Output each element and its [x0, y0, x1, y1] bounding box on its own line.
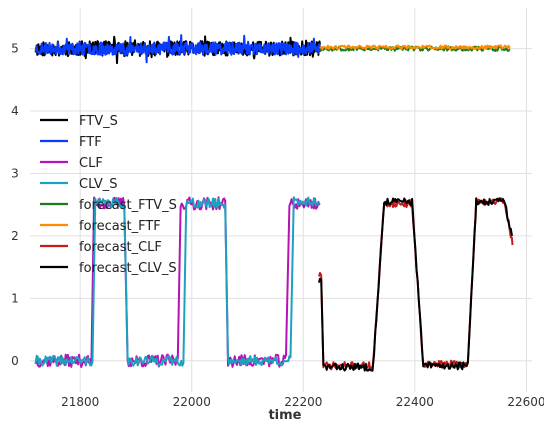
series-line-forecast-clv-s: [317, 197, 514, 372]
y-tick-label: 1: [11, 291, 19, 305]
x-tick-label: 21800: [61, 395, 99, 409]
legend-label: forecast_CLF: [79, 240, 162, 255]
series-line-forecast-clf: [317, 197, 514, 371]
x-tick-label: 22400: [396, 395, 434, 409]
legend-label: CLF: [79, 156, 103, 171]
x-tick-label: 22200: [284, 395, 322, 409]
x-tick-label: 22600: [507, 395, 544, 409]
legend-label: FTV_S: [79, 114, 118, 129]
y-tick-label: 0: [11, 354, 19, 368]
x-axis-title: time: [268, 408, 301, 423]
legend-label: forecast_FTF: [79, 219, 161, 234]
y-tick-label: 5: [11, 42, 19, 56]
legend-label: FTF: [79, 135, 102, 150]
y-tick-label: 4: [11, 104, 19, 118]
x-tick-label: 22000: [173, 395, 211, 409]
series-line-ftf: [34, 34, 321, 64]
series-line-clv-s: [34, 196, 321, 367]
y-tick-label: 3: [11, 166, 19, 180]
series-lines: [34, 34, 514, 372]
legend-label: forecast_FTV_S: [79, 198, 177, 213]
legend-label: CLV_S: [79, 177, 118, 192]
legend: FTV_S FTF CLF CLV_S forecast_FTV_S forecast_F…: [40, 114, 177, 276]
tick-labels: 21800 22000 22200 22400 22600 0 1 2 3 4 5: [11, 42, 544, 409]
series-line-forecast-ftf: [319, 44, 511, 51]
legend-label: forecast_CLV_S: [79, 261, 177, 276]
y-tick-label: 2: [11, 229, 19, 243]
